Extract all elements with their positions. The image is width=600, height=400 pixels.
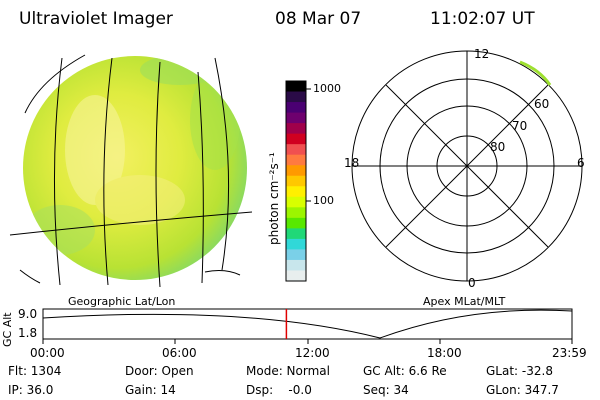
colorbar-band xyxy=(286,165,306,177)
instrument-title: Ultraviolet Imager xyxy=(19,9,173,29)
altitude-max-label: 9.0 xyxy=(18,307,38,321)
colorbar-band xyxy=(286,270,306,282)
mlat-label-60: 60 xyxy=(534,97,550,111)
time-tick-2359: 23:59 xyxy=(552,346,587,360)
mode-value: Mode: Normal xyxy=(246,364,330,378)
altitude-curve xyxy=(42,309,573,339)
colorbar-frame xyxy=(285,80,307,282)
polar-plot xyxy=(351,50,583,282)
colorbar-band xyxy=(286,259,306,272)
mlt-label-12: 12 xyxy=(474,47,490,61)
colorbar-band xyxy=(286,207,306,219)
altitude-ticks xyxy=(42,339,573,344)
flight-number: Flt: 1304 xyxy=(8,364,62,378)
date-label: 08 Mar 07 xyxy=(275,9,362,29)
polar-diagonal xyxy=(385,84,549,248)
geographic-longitude: GLon: 347.7 xyxy=(486,383,559,397)
colorbar-band xyxy=(286,144,306,156)
latitude-line xyxy=(9,211,253,236)
colorbar-tick-1000: 1000 xyxy=(313,82,341,95)
meridian-line xyxy=(53,57,63,286)
time-label: 11:02:07 UT xyxy=(430,9,535,29)
sequence-number: Seq: 34 xyxy=(363,383,409,397)
dsp-value: Dsp: -0.0 xyxy=(246,383,312,397)
colorbar-band xyxy=(286,228,306,240)
colorbar xyxy=(286,81,306,282)
colorbar-band xyxy=(286,249,306,261)
colorbar-band xyxy=(286,91,306,103)
limb-arc xyxy=(24,54,86,114)
meridian-line xyxy=(197,71,204,284)
colorbar-unit-label: photon cm⁻²s⁻¹ xyxy=(267,152,281,245)
mlt-label-18: 18 xyxy=(344,156,360,170)
colorbar-band xyxy=(286,81,306,93)
geographic-latitude: GLat: -32.8 xyxy=(486,364,553,378)
colorbar-band xyxy=(286,133,306,145)
colorbar-band xyxy=(286,154,306,166)
colorbar-band xyxy=(286,123,306,135)
mlat-label-70: 70 xyxy=(512,119,528,133)
mlt-label-0: 0 xyxy=(468,276,476,290)
colorbar-band xyxy=(286,217,306,229)
colorbar-band xyxy=(286,175,306,187)
meridian-line xyxy=(103,57,113,286)
time-tick-0000: 00:00 xyxy=(30,346,65,360)
geo-grid xyxy=(9,54,253,288)
coastline xyxy=(19,269,41,284)
door-status: Door: Open xyxy=(125,364,194,378)
altitude-min-label: 1.8 xyxy=(18,326,38,340)
colorbar-band xyxy=(286,112,306,124)
colorbar-tick-100: 100 xyxy=(313,194,334,207)
apex-grid-label: Apex MLat/MLT xyxy=(423,295,506,308)
colorbar-band xyxy=(286,102,306,114)
meridian-line xyxy=(214,57,230,271)
altitude-axis-label: GC Alt xyxy=(1,312,14,347)
colorbar-band xyxy=(286,196,306,208)
coastline xyxy=(204,270,241,276)
time-tick-1800: 18:00 xyxy=(427,346,462,360)
gc-altitude: GC Alt: 6.6 Re xyxy=(363,364,447,378)
meridian-line xyxy=(155,61,161,288)
geo-grid-label: Geographic Lat/Lon xyxy=(68,295,176,308)
aurora-sliver xyxy=(519,60,552,86)
mlt-label-6: 6 xyxy=(577,156,585,170)
time-tick-1200: 12:00 xyxy=(295,346,330,360)
colorbar-band xyxy=(286,238,306,251)
gain-value: Gain: 14 xyxy=(125,383,176,397)
mlat-label-80: 80 xyxy=(490,140,506,154)
ip-value: IP: 36.0 xyxy=(8,383,54,397)
time-tick-0600: 06:00 xyxy=(162,346,197,360)
colorbar-band xyxy=(286,186,306,198)
